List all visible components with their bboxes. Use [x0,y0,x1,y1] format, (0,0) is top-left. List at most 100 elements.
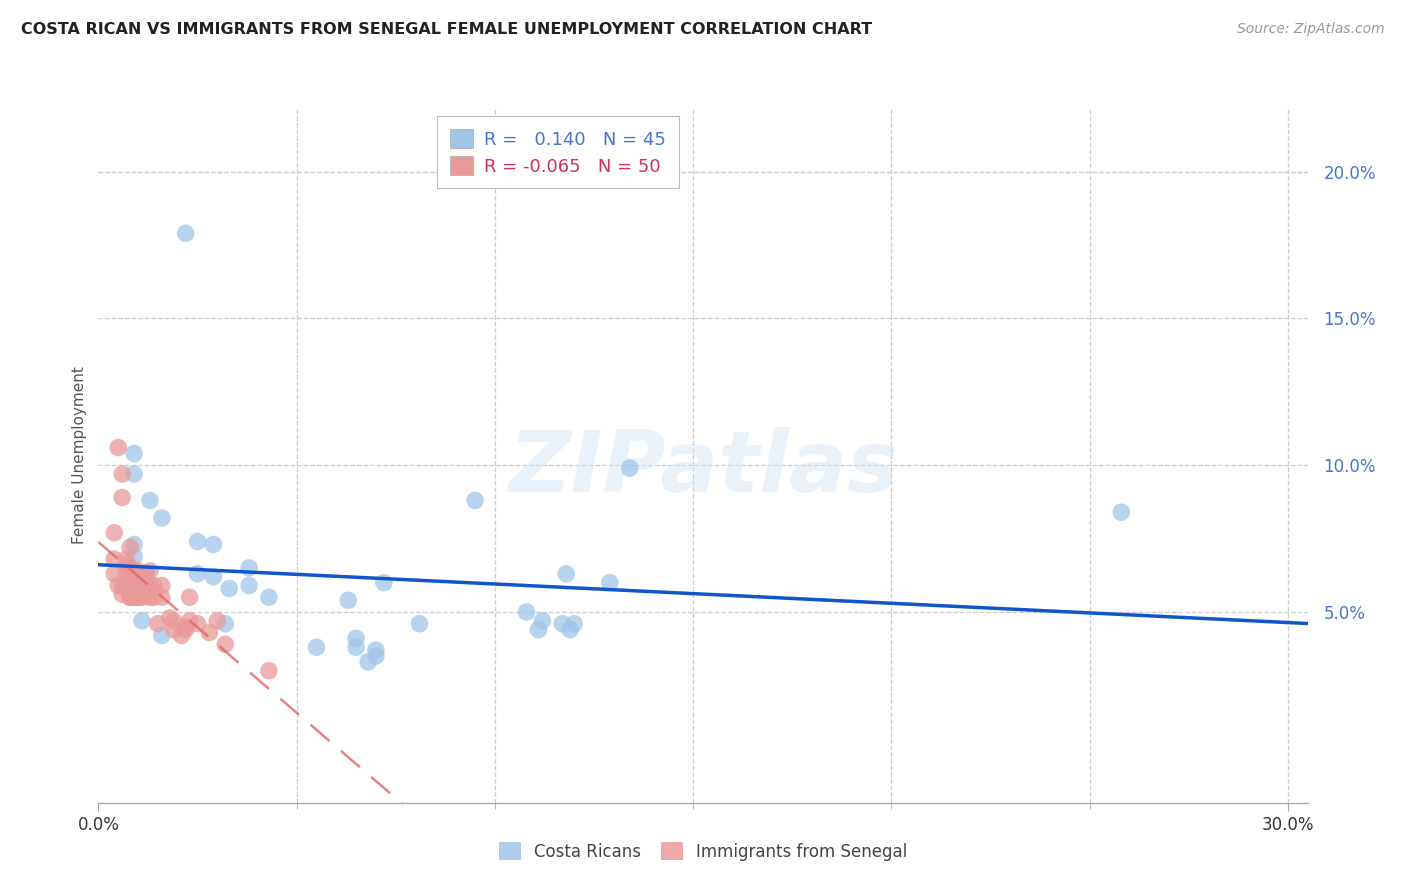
Point [120,578,142,592]
Point [179,614,201,628]
Point [135,566,157,581]
Point [122,549,145,564]
Point [120,591,142,605]
Point [186,616,208,631]
Point [464,493,486,508]
Point [139,591,162,605]
Point [364,648,387,663]
Point [120,570,142,584]
Legend: Costa Ricans, Immigrants from Senegal: Costa Ricans, Immigrants from Senegal [492,836,914,868]
Point [115,578,138,592]
Point [562,616,585,631]
Point [111,491,134,505]
Point [516,605,538,619]
Point [139,493,162,508]
Point [560,623,582,637]
Point [357,655,380,669]
Text: ZIPatlas: ZIPatlas [508,427,898,510]
Point [122,582,145,596]
Point [146,616,169,631]
Point [127,591,149,605]
Point [186,534,208,549]
Point [159,611,181,625]
Point [122,467,145,481]
Point [163,614,186,628]
Point [111,587,134,601]
Point [551,616,574,631]
Point [103,525,125,540]
Point [142,591,165,605]
Point [527,623,550,637]
Point [103,566,125,581]
Point [202,570,225,584]
Point [257,591,280,605]
Point [257,664,280,678]
Point [238,578,260,592]
Point [150,511,173,525]
Point [122,537,145,551]
Point [1109,505,1132,519]
Point [120,591,142,605]
Point [142,578,165,592]
Point [207,614,229,628]
Point [122,570,145,584]
Point [120,584,142,599]
Point [150,628,173,642]
Point [150,591,173,605]
Point [619,461,641,475]
Point [122,564,145,578]
Text: Source: ZipAtlas.com: Source: ZipAtlas.com [1237,22,1385,37]
Point [198,625,221,640]
Point [139,582,162,596]
Point [120,541,142,555]
Point [305,640,328,655]
Point [202,537,225,551]
Point [135,566,157,581]
Point [163,623,186,637]
Point [174,227,197,241]
Point [115,558,138,572]
Point [115,566,138,581]
Point [139,578,162,592]
Point [111,467,134,481]
Point [174,623,197,637]
Point [337,593,360,607]
Text: COSTA RICAN VS IMMIGRANTS FROM SENEGAL FEMALE UNEMPLOYMENT CORRELATION CHART: COSTA RICAN VS IMMIGRANTS FROM SENEGAL F… [21,22,872,37]
Point [174,620,197,634]
Point [127,578,149,592]
Point [344,640,367,655]
Point [150,578,173,592]
Point [120,561,142,575]
Point [408,616,430,631]
Point [107,441,129,455]
Point [131,591,153,605]
Point [170,628,193,642]
Point [214,616,236,631]
Point [122,446,145,460]
Point [135,578,157,592]
Point [122,591,145,605]
Point [139,564,162,578]
Point [186,566,208,581]
Point [344,632,367,646]
Point [127,573,149,587]
Point [373,575,395,590]
Point [179,591,201,605]
Point [103,552,125,566]
Point [214,637,236,651]
Point [111,578,134,592]
Point [127,591,149,605]
Point [120,561,142,575]
Y-axis label: Female Unemployment: Female Unemployment [72,366,87,544]
Point [127,564,149,578]
Point [531,614,554,628]
Point [131,614,153,628]
Point [555,566,578,581]
Point [115,552,138,566]
Point [599,575,621,590]
Point [107,578,129,592]
Point [131,578,153,592]
Point [218,582,240,596]
Point [238,561,260,575]
Point [364,643,387,657]
